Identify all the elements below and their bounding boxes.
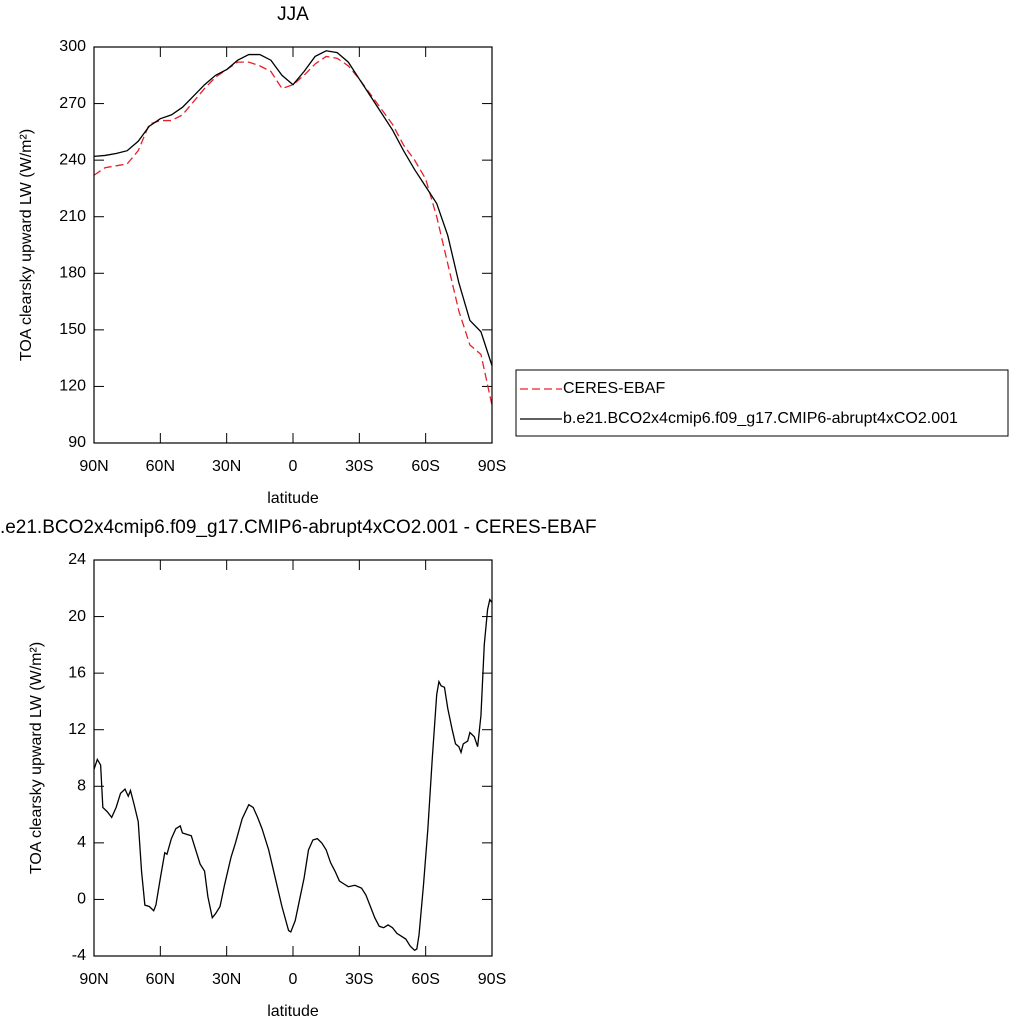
x-tick-label: 60S [411,458,439,475]
series-line [93,55,493,406]
x-tick-label: 90N [79,458,108,475]
plot-frame [93,559,493,957]
y-tick-label: 210 [59,208,86,225]
x-tick-label: 90N [79,971,108,988]
x-tick-label: 90S [478,971,506,988]
y-tick-label: 270 [59,95,86,112]
y-tick-label: 12 [68,721,86,738]
x-axis-label: latitude [267,1003,319,1020]
x-tick-label: 30N [212,458,241,475]
x-axis-label: latitude [267,490,319,507]
y-tick-label: 8 [77,778,86,795]
y-tick-label: 240 [59,151,86,168]
x-tick-label: 60N [146,971,175,988]
series-line [93,50,493,366]
y-tick-label: 16 [68,664,86,681]
y-tick-label: 24 [68,551,86,568]
x-tick-label: 60S [411,971,439,988]
y-axis-label: TOA clearsky upward LW (W/m²) [18,129,35,361]
y-tick-label: 300 [59,38,86,55]
x-tick-label: 30S [345,458,373,475]
series-line [93,598,493,952]
y-tick-label: 0 [77,891,86,908]
y-tick-label: 150 [59,321,86,338]
y-tick-label: 90 [68,434,86,451]
legend-label: CERES-EBAF [563,380,665,397]
x-tick-label: 0 [289,971,298,988]
x-tick-label: 30S [345,971,373,988]
x-tick-label: 90S [478,458,506,475]
chart-title: JJA [277,4,309,25]
chart-title: b.e21.BCO2x4cmip6.f09_g17.CMIP6-abrupt4x… [0,517,597,538]
x-tick-label: 30N [212,971,241,988]
x-tick-label: 60N [146,458,175,475]
y-tick-label: -4 [72,947,86,964]
y-tick-label: 4 [77,834,86,851]
y-tick-label: 180 [59,265,86,282]
y-tick-label: 120 [59,378,86,395]
x-tick-label: 0 [289,458,298,475]
legend-box [515,369,1009,437]
y-tick-label: 20 [68,608,86,625]
y-axis-label: TOA clearsky upward LW (W/m²) [28,642,45,874]
plot-frame [93,46,493,444]
legend-label: b.e21.BCO2x4cmip6.f09_g17.CMIP6-abrupt4x… [563,410,958,427]
